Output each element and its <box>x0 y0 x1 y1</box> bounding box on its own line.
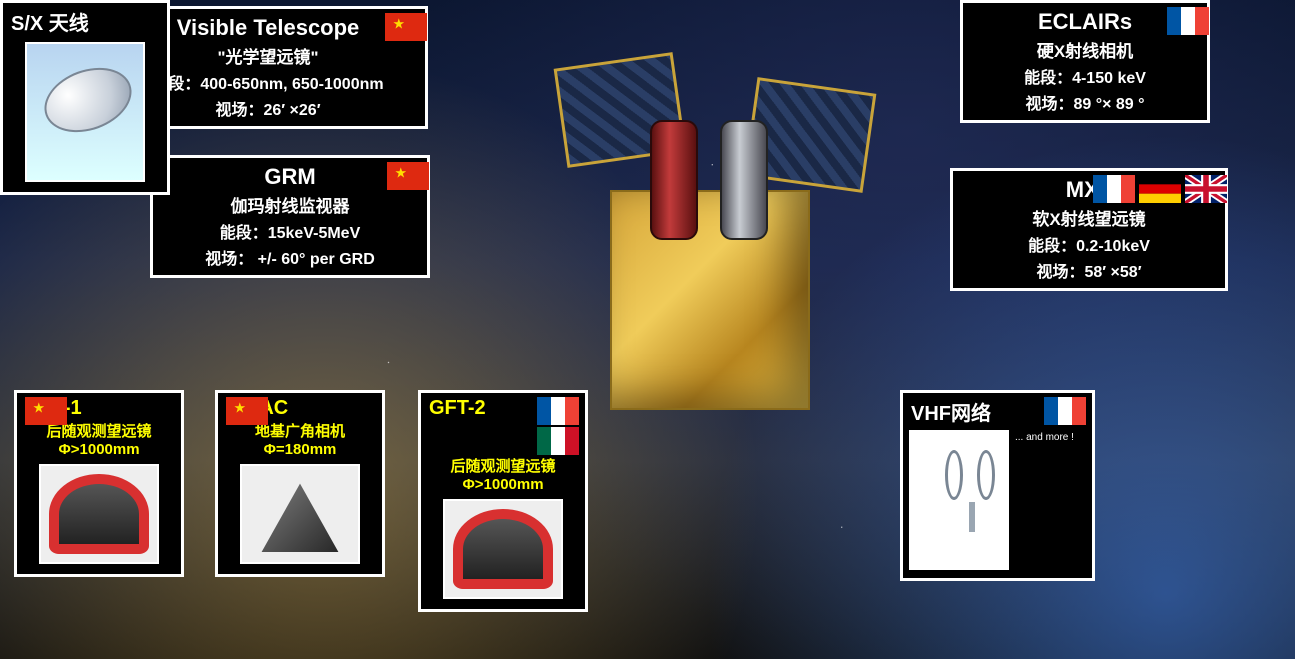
flag-row <box>1093 175 1227 203</box>
ground-image <box>443 499 563 599</box>
ground-title: VHF网络 <box>911 397 991 426</box>
flag-row: ★ <box>226 397 268 425</box>
ground-spec: Φ>1000mm <box>17 441 181 458</box>
flag-fr-icon <box>1167 7 1209 35</box>
instrument-box-eclairs: ECLAIRs 硬X射线相机 能段：4-150 keV 视场：89 °× 89 … <box>960 0 1210 123</box>
ground-spec: Φ>1000mm <box>421 476 585 493</box>
flag-col <box>537 397 579 455</box>
instrument-title: Visible Telescope <box>177 15 360 41</box>
ground-subtitle: 后随观测望远镜 <box>421 455 585 476</box>
instrument-range: 能段：4-150 keV <box>973 64 1197 88</box>
flag-de-icon <box>1139 175 1181 203</box>
instrument-subtitle: 软X射线望远镜 <box>963 205 1215 230</box>
flag-cn-icon: ★ <box>226 397 268 425</box>
flag-mx-icon <box>537 427 579 455</box>
instrument-fov: 视场：89 °× 89 ° <box>973 90 1197 114</box>
ground-image <box>39 464 159 564</box>
flag-fr-icon <box>537 397 579 425</box>
instrument-box-grm: GRM 伽玛射线监视器 能段：15keV-5MeV 视场： +/- 60° pe… <box>150 155 430 278</box>
instrument-title: GRM <box>264 164 315 190</box>
svg-text:★: ★ <box>393 15 406 31</box>
flag-col <box>1044 397 1086 425</box>
ground-image <box>25 42 145 182</box>
satellite-cylinder-red <box>650 120 698 240</box>
flag-cn-icon: ★ <box>387 162 429 190</box>
flag-row: ★ <box>385 13 427 41</box>
flag-fr-icon <box>1044 397 1086 425</box>
instrument-range: 能段：15keV-5MeV <box>163 219 417 243</box>
instrument-subtitle: 伽玛射线监视器 <box>163 192 417 217</box>
ground-image <box>240 464 360 564</box>
satellite-cylinder-silver <box>720 120 768 240</box>
ground-box-vhf: VHF网络 ... and more ! <box>900 390 1095 581</box>
svg-text:★: ★ <box>395 164 408 180</box>
ground-title: GFT-2 <box>429 397 486 420</box>
ground-image <box>909 430 1009 570</box>
flag-uk-icon <box>1185 175 1227 203</box>
instrument-fov: 视场： +/- 60° per GRD <box>163 245 417 269</box>
ground-title: S/X 天线 <box>11 7 89 36</box>
flag-cn-icon: ★ <box>25 397 67 425</box>
ground-box-sx: S/X 天线 <box>0 0 170 195</box>
satellite-body <box>610 190 810 410</box>
ground-box-gft2: GFT-2 后随观测望远镜 Φ>1000mm <box>418 390 588 612</box>
instrument-subtitle: 硬X射线相机 <box>973 37 1197 62</box>
ground-box-gwac: GWAC★ 地基广角相机 Φ=180mm <box>215 390 385 577</box>
flag-cn-icon: ★ <box>385 13 427 41</box>
flag-row: ★ <box>25 397 67 425</box>
ground-box-gft1: GFT-1★ 后随观测望远镜 Φ>1000mm <box>14 390 184 577</box>
instrument-fov: 视场：58′ ×58′ <box>963 258 1215 282</box>
instrument-range: 能段：0.2-10keV <box>963 232 1215 256</box>
flag-row: ★ <box>387 162 429 190</box>
flag-fr-icon <box>1093 175 1135 203</box>
instrument-title: ECLAIRs <box>1038 9 1132 35</box>
ground-spec: Φ=180mm <box>218 441 382 458</box>
svg-text:★: ★ <box>234 399 247 415</box>
flag-row <box>1167 7 1209 35</box>
svg-text:★: ★ <box>33 399 46 415</box>
instrument-box-mxt: MXT 软X射线望远镜 能段：0.2-10keV 视场：58′ ×58′ <box>950 168 1228 291</box>
more-label: ... and more ! <box>1015 432 1074 443</box>
